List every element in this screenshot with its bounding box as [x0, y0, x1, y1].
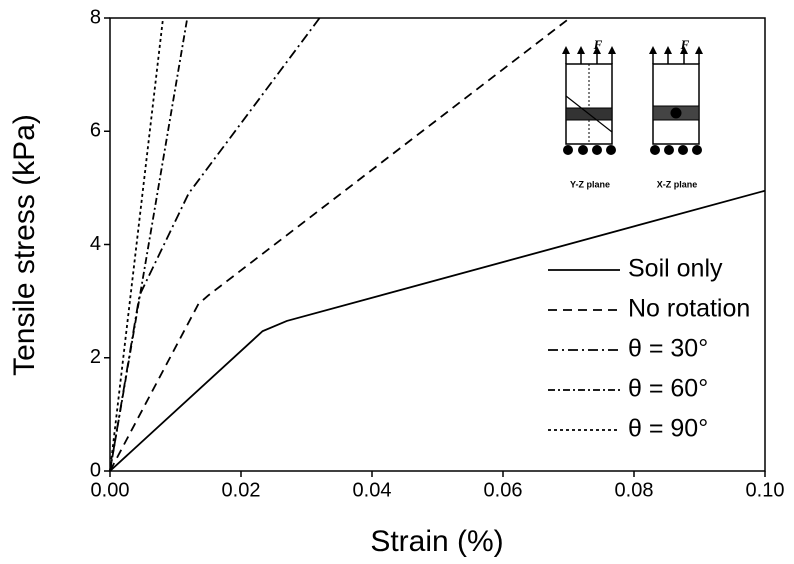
legend-label: Soil only [628, 255, 723, 283]
y-axis-title: Tensile stress (kPa) [8, 114, 41, 376]
inset-label: Y-Z plane [570, 179, 610, 189]
y-tick-label: 6 [90, 120, 101, 142]
plot-frame [109, 17, 766, 472]
line-series [109, 189, 766, 472]
legend-label: θ = 30° [628, 335, 708, 363]
line-series [109, 17, 189, 472]
y-tick-label: 4 [90, 233, 101, 255]
inset-label: F [593, 37, 603, 52]
x-tick-label: 0.04 [353, 479, 392, 501]
x-tick-label: 0.02 [222, 479, 261, 501]
y-tick-label: 2 [90, 346, 101, 368]
x-tick-label: 0.06 [484, 479, 523, 501]
line-series [109, 17, 321, 472]
x-axis-title: Strain (%) [370, 525, 503, 558]
line-series [109, 17, 571, 472]
y-tick-label: 0 [90, 459, 101, 481]
legend-label: No rotation [628, 295, 750, 323]
x-tick-label: 0.08 [615, 479, 654, 501]
line-series [109, 17, 164, 472]
inset-label: X-Z plane [657, 179, 698, 189]
inset-label: F [680, 37, 690, 52]
legend-label: θ = 60° [628, 375, 708, 403]
x-tick-label: 0.10 [746, 479, 785, 501]
legend-label: θ = 90° [628, 415, 708, 443]
y-tick-label: 8 [90, 6, 101, 28]
x-tick-label: 0.00 [91, 479, 130, 501]
inset-diagram [562, 46, 703, 155]
